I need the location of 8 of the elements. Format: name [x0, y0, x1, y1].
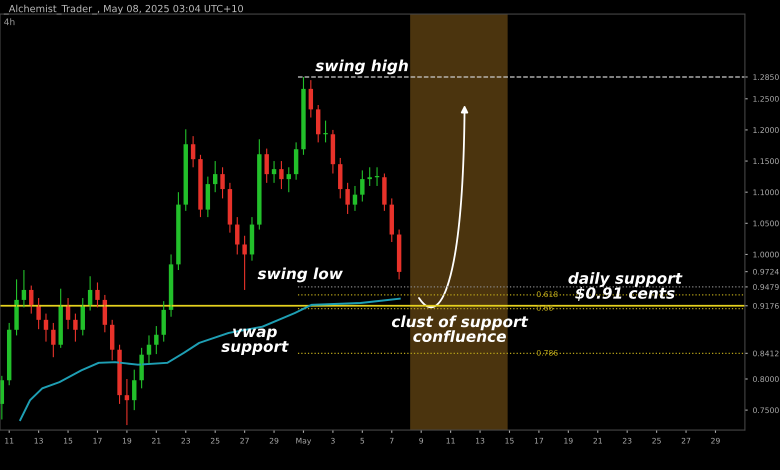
annotation: daily support $0.91 cents	[568, 272, 683, 301]
annotation: swing high	[315, 59, 408, 74]
annotation: clust of support confluence	[392, 315, 528, 342]
chart-title: _Alchemist_Trader_, May 08, 2025 03:04 UTC+10	[4, 4, 243, 14]
candlestick	[323, 120, 328, 143]
chart-subtitle: 4h	[4, 18, 14, 26]
annotation: vwap support	[221, 328, 289, 355]
annotation: swing low	[258, 267, 343, 282]
